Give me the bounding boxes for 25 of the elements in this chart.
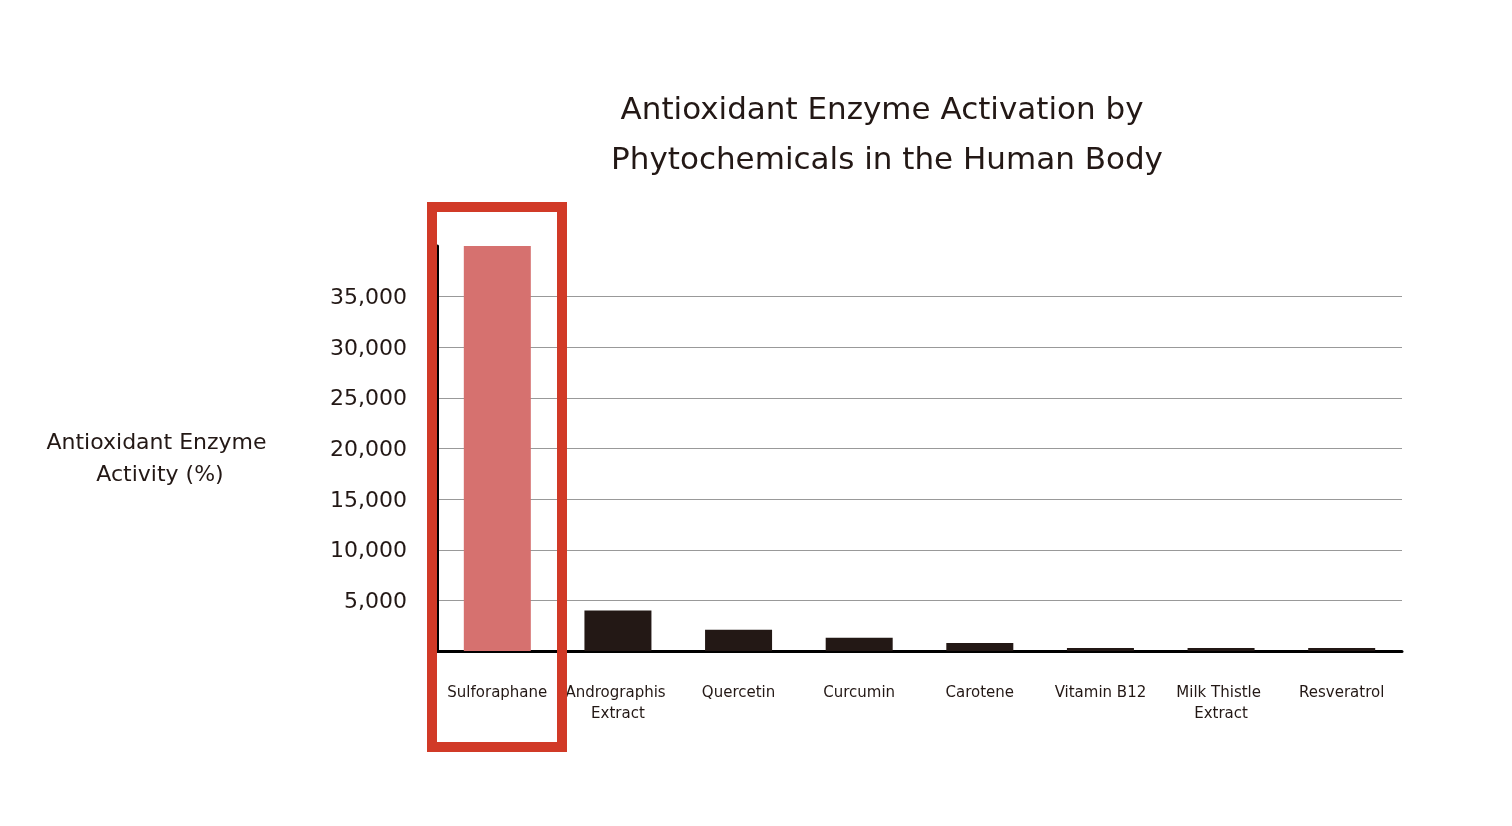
x-tick-label: Curcumin (823, 682, 896, 701)
bar (825, 637, 893, 651)
y-tick-label: 15,000 (330, 486, 407, 512)
y-tick-label: 20,000 (330, 436, 407, 461)
x-tick-label: Andrographis Extract (565, 682, 671, 722)
bar (946, 642, 1014, 651)
bar (705, 629, 773, 651)
bar (1187, 647, 1255, 651)
y-tick-label: 5,000 (344, 587, 407, 613)
bar (463, 246, 531, 651)
y-tick-label: 30,000 (330, 334, 407, 360)
x-tick-label: Quercetin (701, 682, 776, 701)
y-tick-label: 35,000 (330, 284, 407, 310)
y-tick-label: 25,000 (330, 385, 407, 411)
bar (1066, 647, 1134, 651)
y-axis-title: Antioxidant Enzyme Activity (%) (46, 428, 274, 486)
x-tick-label: Milk Thistle Extract (1176, 682, 1266, 722)
x-tick-label: Vitamin B12 (1054, 682, 1147, 701)
y-tick-label: 10,000 (330, 537, 407, 563)
chart-title: Antioxidant Enzyme Activation by Phytochemicals in the Human Body (611, 90, 1163, 176)
bar (1308, 647, 1376, 651)
x-tick-label: Carotene (945, 682, 1015, 701)
x-tick-label: Resveratrol (1299, 682, 1385, 701)
bar (584, 610, 652, 651)
x-tick-label: Sulforaphane (447, 682, 548, 701)
